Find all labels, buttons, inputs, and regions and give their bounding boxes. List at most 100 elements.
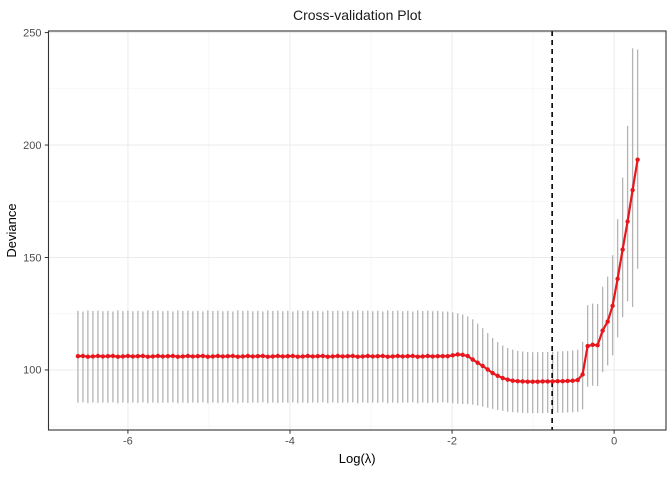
cv-point	[260, 353, 266, 359]
cv-point	[530, 379, 535, 384]
cv-point	[605, 319, 610, 324]
cv-point	[85, 354, 91, 359]
x-tick-label: -2	[447, 436, 457, 448]
cv-point	[365, 353, 370, 359]
cv-point	[90, 354, 96, 359]
cv-point	[115, 354, 121, 359]
cv-point	[285, 354, 291, 359]
cv-point	[490, 370, 495, 376]
cv-point	[185, 353, 191, 359]
cv-point	[485, 367, 490, 372]
cv-point	[590, 342, 595, 347]
cv-point	[360, 354, 365, 359]
cv-point	[190, 354, 196, 359]
cv-point	[475, 360, 480, 365]
cv-point	[615, 276, 620, 282]
cv-point	[330, 354, 335, 359]
cv-point	[585, 343, 590, 349]
cv-point	[525, 379, 530, 384]
cv-point	[545, 379, 550, 384]
cv-point	[625, 219, 630, 224]
cv-point	[100, 354, 106, 359]
cv-point	[630, 187, 635, 193]
cv-point	[555, 378, 560, 384]
cv-point	[95, 353, 101, 359]
cv-point	[395, 353, 400, 359]
y-tick-label: 150	[23, 252, 41, 264]
cv-point	[205, 354, 211, 359]
cv-point	[295, 354, 300, 359]
cv-point	[340, 354, 345, 359]
y-tick-label: 200	[23, 140, 41, 152]
cv-point	[535, 379, 540, 384]
cv-point	[195, 354, 201, 359]
cv-point	[515, 378, 520, 384]
cv-point	[150, 354, 156, 359]
cv-point	[315, 354, 320, 359]
cv-point	[335, 353, 341, 359]
cv-point	[140, 353, 146, 359]
y-tick-label: 250	[23, 27, 41, 39]
cv-point	[420, 354, 425, 359]
cv-point	[415, 354, 420, 359]
cv-point	[550, 379, 555, 384]
cv-point	[320, 353, 326, 359]
cv-point	[400, 354, 405, 359]
cv-point	[265, 354, 270, 359]
cv-point	[450, 353, 455, 358]
cv-point	[610, 303, 615, 309]
cv-point	[145, 354, 151, 359]
cv-point	[180, 354, 186, 359]
cv-point	[220, 354, 226, 359]
panel-border	[47, 30, 667, 431]
cv-point	[405, 354, 410, 359]
cv-point	[575, 377, 580, 383]
cv-point	[620, 247, 625, 252]
cv-point	[235, 354, 241, 359]
cv-point	[565, 378, 570, 384]
cv-point	[370, 354, 375, 359]
cv-point	[270, 354, 276, 359]
cv-point	[540, 379, 545, 384]
cv-point	[635, 157, 640, 162]
cv-point	[225, 354, 231, 359]
cv-point	[155, 353, 161, 359]
cv-point	[425, 353, 430, 359]
cv-point	[75, 354, 81, 359]
cv-point	[170, 353, 176, 359]
chart-layers: -6 -4 -2 0 100 150 200 250	[23, 27, 667, 448]
cv-point	[460, 352, 465, 358]
cv-point	[470, 357, 475, 362]
cv-point	[495, 373, 500, 378]
cv-point	[430, 354, 435, 359]
cv-point	[445, 354, 450, 359]
cv-point	[350, 353, 355, 359]
cv-point	[510, 378, 515, 383]
cv-point	[200, 353, 206, 359]
cv-point	[230, 353, 236, 359]
cv-point	[505, 377, 510, 382]
cv-point	[600, 328, 605, 333]
cv-point	[80, 353, 86, 359]
y-tick-label: 100	[23, 365, 41, 377]
cv-point	[465, 353, 470, 359]
cv-point	[570, 378, 575, 383]
cv-point	[580, 372, 585, 377]
cv-point	[175, 354, 181, 359]
cv-point	[280, 354, 285, 359]
cv-point	[455, 352, 460, 357]
cv-point	[375, 354, 380, 359]
cv-point	[110, 353, 116, 359]
cv-point	[290, 353, 296, 359]
x-axis-title: Log(λ)	[339, 451, 376, 466]
cv-point	[385, 354, 390, 359]
cv-point	[245, 353, 251, 359]
cv-point	[165, 354, 171, 359]
cv-point	[390, 354, 395, 359]
cv-point	[380, 353, 385, 359]
cv-point	[120, 354, 126, 359]
cv-point	[305, 353, 311, 359]
cv-point	[125, 353, 131, 359]
cv-point	[325, 354, 330, 359]
